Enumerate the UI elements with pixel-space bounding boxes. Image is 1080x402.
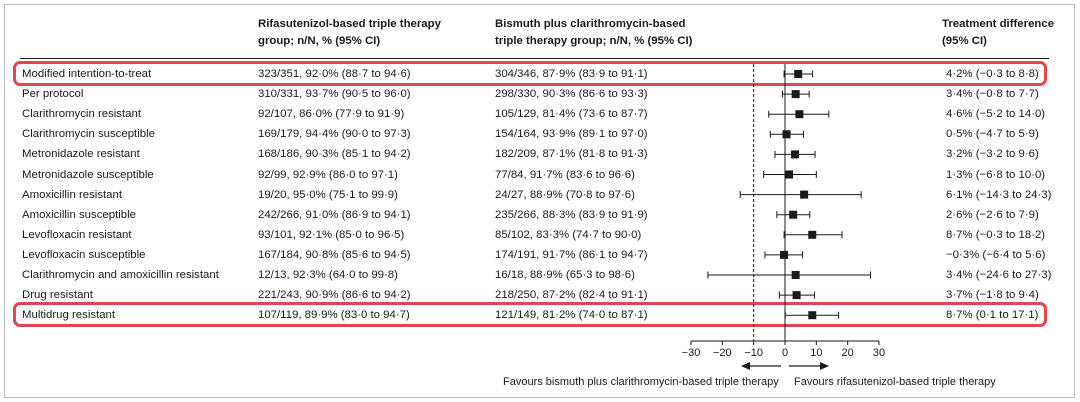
figure-frame bbox=[4, 4, 1075, 398]
point-estimate bbox=[792, 291, 801, 300]
header-diff-line2: (95% CI) bbox=[942, 35, 987, 47]
highlight-box bbox=[13, 61, 1047, 86]
row-label: Metronidazole susceptible bbox=[22, 168, 154, 181]
row-diff-value: 6·1% (−14·3 to 24·3) bbox=[946, 188, 1052, 201]
row-diff-value: 3·4% (−24·6 to 27·3) bbox=[946, 269, 1052, 281]
arrow-right-head bbox=[820, 362, 829, 370]
row-label: Levofloxacin susceptible bbox=[22, 248, 146, 261]
x-tick-label: −30 bbox=[682, 347, 701, 359]
row-group1-value: 92/107, 86·0% (77·9 to 91·9) bbox=[258, 108, 405, 121]
row-label: Clarithromycin and amoxicillin resistant bbox=[22, 269, 219, 281]
row-diff-value: −0·3% (−6·4 to 5·6) bbox=[946, 248, 1046, 261]
x-tick-label: 30 bbox=[873, 347, 885, 359]
row-diff-value: 8·7% (0·1 to 17·1) bbox=[946, 309, 1039, 322]
row-diff-value: 4·2% (−0·3 to 8·8) bbox=[946, 68, 1039, 80]
row-diff-value: 1·3% (−6·8 to 10·0) bbox=[946, 168, 1046, 181]
row-group2-value: 235/266, 88·3% (83·9 to 91·9) bbox=[495, 208, 648, 221]
row-group1-value: 242/266, 91·0% (86·9 to 94·1) bbox=[258, 208, 411, 221]
arrow-left-head bbox=[741, 362, 750, 370]
row-group2-value: 24/27, 88·9% (70·8 to 97·6) bbox=[495, 188, 635, 201]
row-group1-value: 92/99, 92·9% (86·0 to 97·1) bbox=[258, 168, 398, 181]
row-label: Per protocol bbox=[22, 88, 84, 101]
row-group2-value: 154/164, 93·9% (89·1 to 97·0) bbox=[495, 128, 648, 141]
row-label: Clarithromycin susceptible bbox=[22, 128, 155, 141]
row-group2-value: 174/191, 91·7% (86·1 to 94·7) bbox=[495, 248, 648, 261]
point-estimate bbox=[780, 250, 789, 259]
point-estimate bbox=[791, 271, 800, 279]
point-estimate bbox=[808, 230, 817, 239]
x-tick-label: 10 bbox=[810, 347, 822, 359]
x-tick-label: −10 bbox=[744, 347, 763, 359]
row-label: Metronidazole resistant bbox=[22, 148, 140, 161]
row-group2-value: 182/209, 87·1% (81·8 to 91·3) bbox=[495, 148, 648, 161]
row-group1-value: 107/119, 89·9% (83·0 to 94·7) bbox=[258, 309, 410, 322]
point-estimate bbox=[808, 311, 817, 320]
highlight-box bbox=[13, 302, 1047, 328]
point-estimate bbox=[791, 150, 800, 159]
row-group2-value: 304/346, 87·9% (83·9 to 91·1) bbox=[495, 68, 648, 80]
point-estimate bbox=[785, 170, 794, 179]
row-diff-value: 3·2% (−3·2 to 9·6) bbox=[946, 148, 1039, 161]
row-group2-value: 218/250, 87·2% (82·4 to 91·1) bbox=[495, 289, 648, 302]
x-tick-label: 0 bbox=[782, 347, 788, 359]
row-group2-value: 16/18, 88·9% (65·3 to 98·6) bbox=[495, 269, 635, 281]
header-group1: Rifasutenizol-based triple therapy group… bbox=[258, 16, 441, 50]
header-group2-line1: Bismuth plus clarithromycin-based bbox=[495, 18, 686, 30]
row-group1-value: 323/351, 92·0% (88·7 to 94·6) bbox=[258, 68, 411, 80]
row-label: Amoxicillin susceptible bbox=[22, 208, 136, 221]
row-group2-value: 121/149, 81·2% (74·0 to 87·1) bbox=[495, 309, 648, 322]
point-estimate bbox=[795, 110, 804, 119]
point-estimate bbox=[791, 90, 800, 99]
row-label: Modified intention-to-treat bbox=[22, 68, 152, 80]
x-tick-label: 20 bbox=[842, 347, 854, 359]
row-group1-value: 12/13, 92·3% (64·0 to 99·8) bbox=[258, 269, 398, 281]
x-tick-label: −20 bbox=[713, 347, 732, 359]
header-diff: Treatment difference (95% CI) bbox=[942, 16, 1054, 50]
header-diff-line1: Treatment difference bbox=[942, 18, 1055, 30]
row-label: Clarithromycin resistant bbox=[22, 108, 142, 121]
row-group2-value: 298/330, 90·3% (86·6 to 93·3) bbox=[495, 88, 648, 101]
row-group2-value: 85/102, 83·3% (74·7 to 90·0) bbox=[495, 228, 642, 241]
header-group1-line1: Rifasutenizol-based triple therapy bbox=[258, 18, 441, 30]
row-diff-value: 3·4% (−0·8 to 7·7) bbox=[946, 88, 1039, 101]
row-diff-value: 8·7% (−0·3 to 18·2) bbox=[946, 228, 1046, 241]
point-estimate bbox=[800, 190, 809, 199]
row-label: Multidrug resistant bbox=[22, 309, 116, 322]
point-estimate bbox=[782, 130, 791, 139]
header-rule bbox=[20, 58, 1049, 59]
row-label: Levofloxacin resistant bbox=[22, 228, 132, 241]
row-group1-value: 221/243, 90·9% (86·6 to 94·2) bbox=[258, 289, 411, 302]
row-group1-value: 167/184, 90·8% (85·6 to 94·5) bbox=[258, 248, 411, 261]
row-group2-value: 105/129, 81·4% (73·6 to 87·7) bbox=[495, 108, 648, 121]
row-group2-value: 77/84, 91·7% (83·6 to 96·6) bbox=[495, 168, 635, 181]
row-group1-value: 168/186, 90·3% (85·1 to 94·2) bbox=[258, 148, 411, 161]
row-group1-value: 93/101, 92·1% (85·0 to 96·5) bbox=[258, 228, 405, 241]
row-diff-value: 3·7% (−1·8 to 9·4) bbox=[946, 289, 1039, 302]
header-group2-line2: triple therapy group; n/N, % (95% CI) bbox=[495, 35, 693, 47]
row-group1-value: 169/179, 94·4% (90·0 to 97·3) bbox=[258, 128, 411, 141]
row-group1-value: 19/20, 95·0% (75·1 to 99·9) bbox=[258, 188, 398, 201]
row-label: Amoxicillin resistant bbox=[22, 188, 123, 201]
footer-favours-left: Favours bismuth plus clarithromycin-base… bbox=[503, 376, 779, 388]
row-diff-value: 2·6% (−2·6 to 7·9) bbox=[946, 208, 1039, 221]
row-diff-value: 4·6% (−5·2 to 14·0) bbox=[946, 108, 1046, 121]
footer-favours-right: Favours rifasutenizol-based triple thera… bbox=[794, 376, 996, 388]
row-label: Drug resistant bbox=[22, 289, 93, 302]
point-estimate bbox=[794, 70, 803, 78]
row-group1-value: 310/331, 93·7% (90·5 to 96·0) bbox=[258, 88, 411, 101]
header-group1-line2: group; n/N, % (95% CI) bbox=[258, 35, 381, 47]
row-diff-value: 0·5% (−4·7 to 5·9) bbox=[946, 128, 1039, 141]
point-estimate bbox=[789, 210, 798, 219]
header-group2: Bismuth plus clarithromycin-based triple… bbox=[495, 16, 692, 50]
